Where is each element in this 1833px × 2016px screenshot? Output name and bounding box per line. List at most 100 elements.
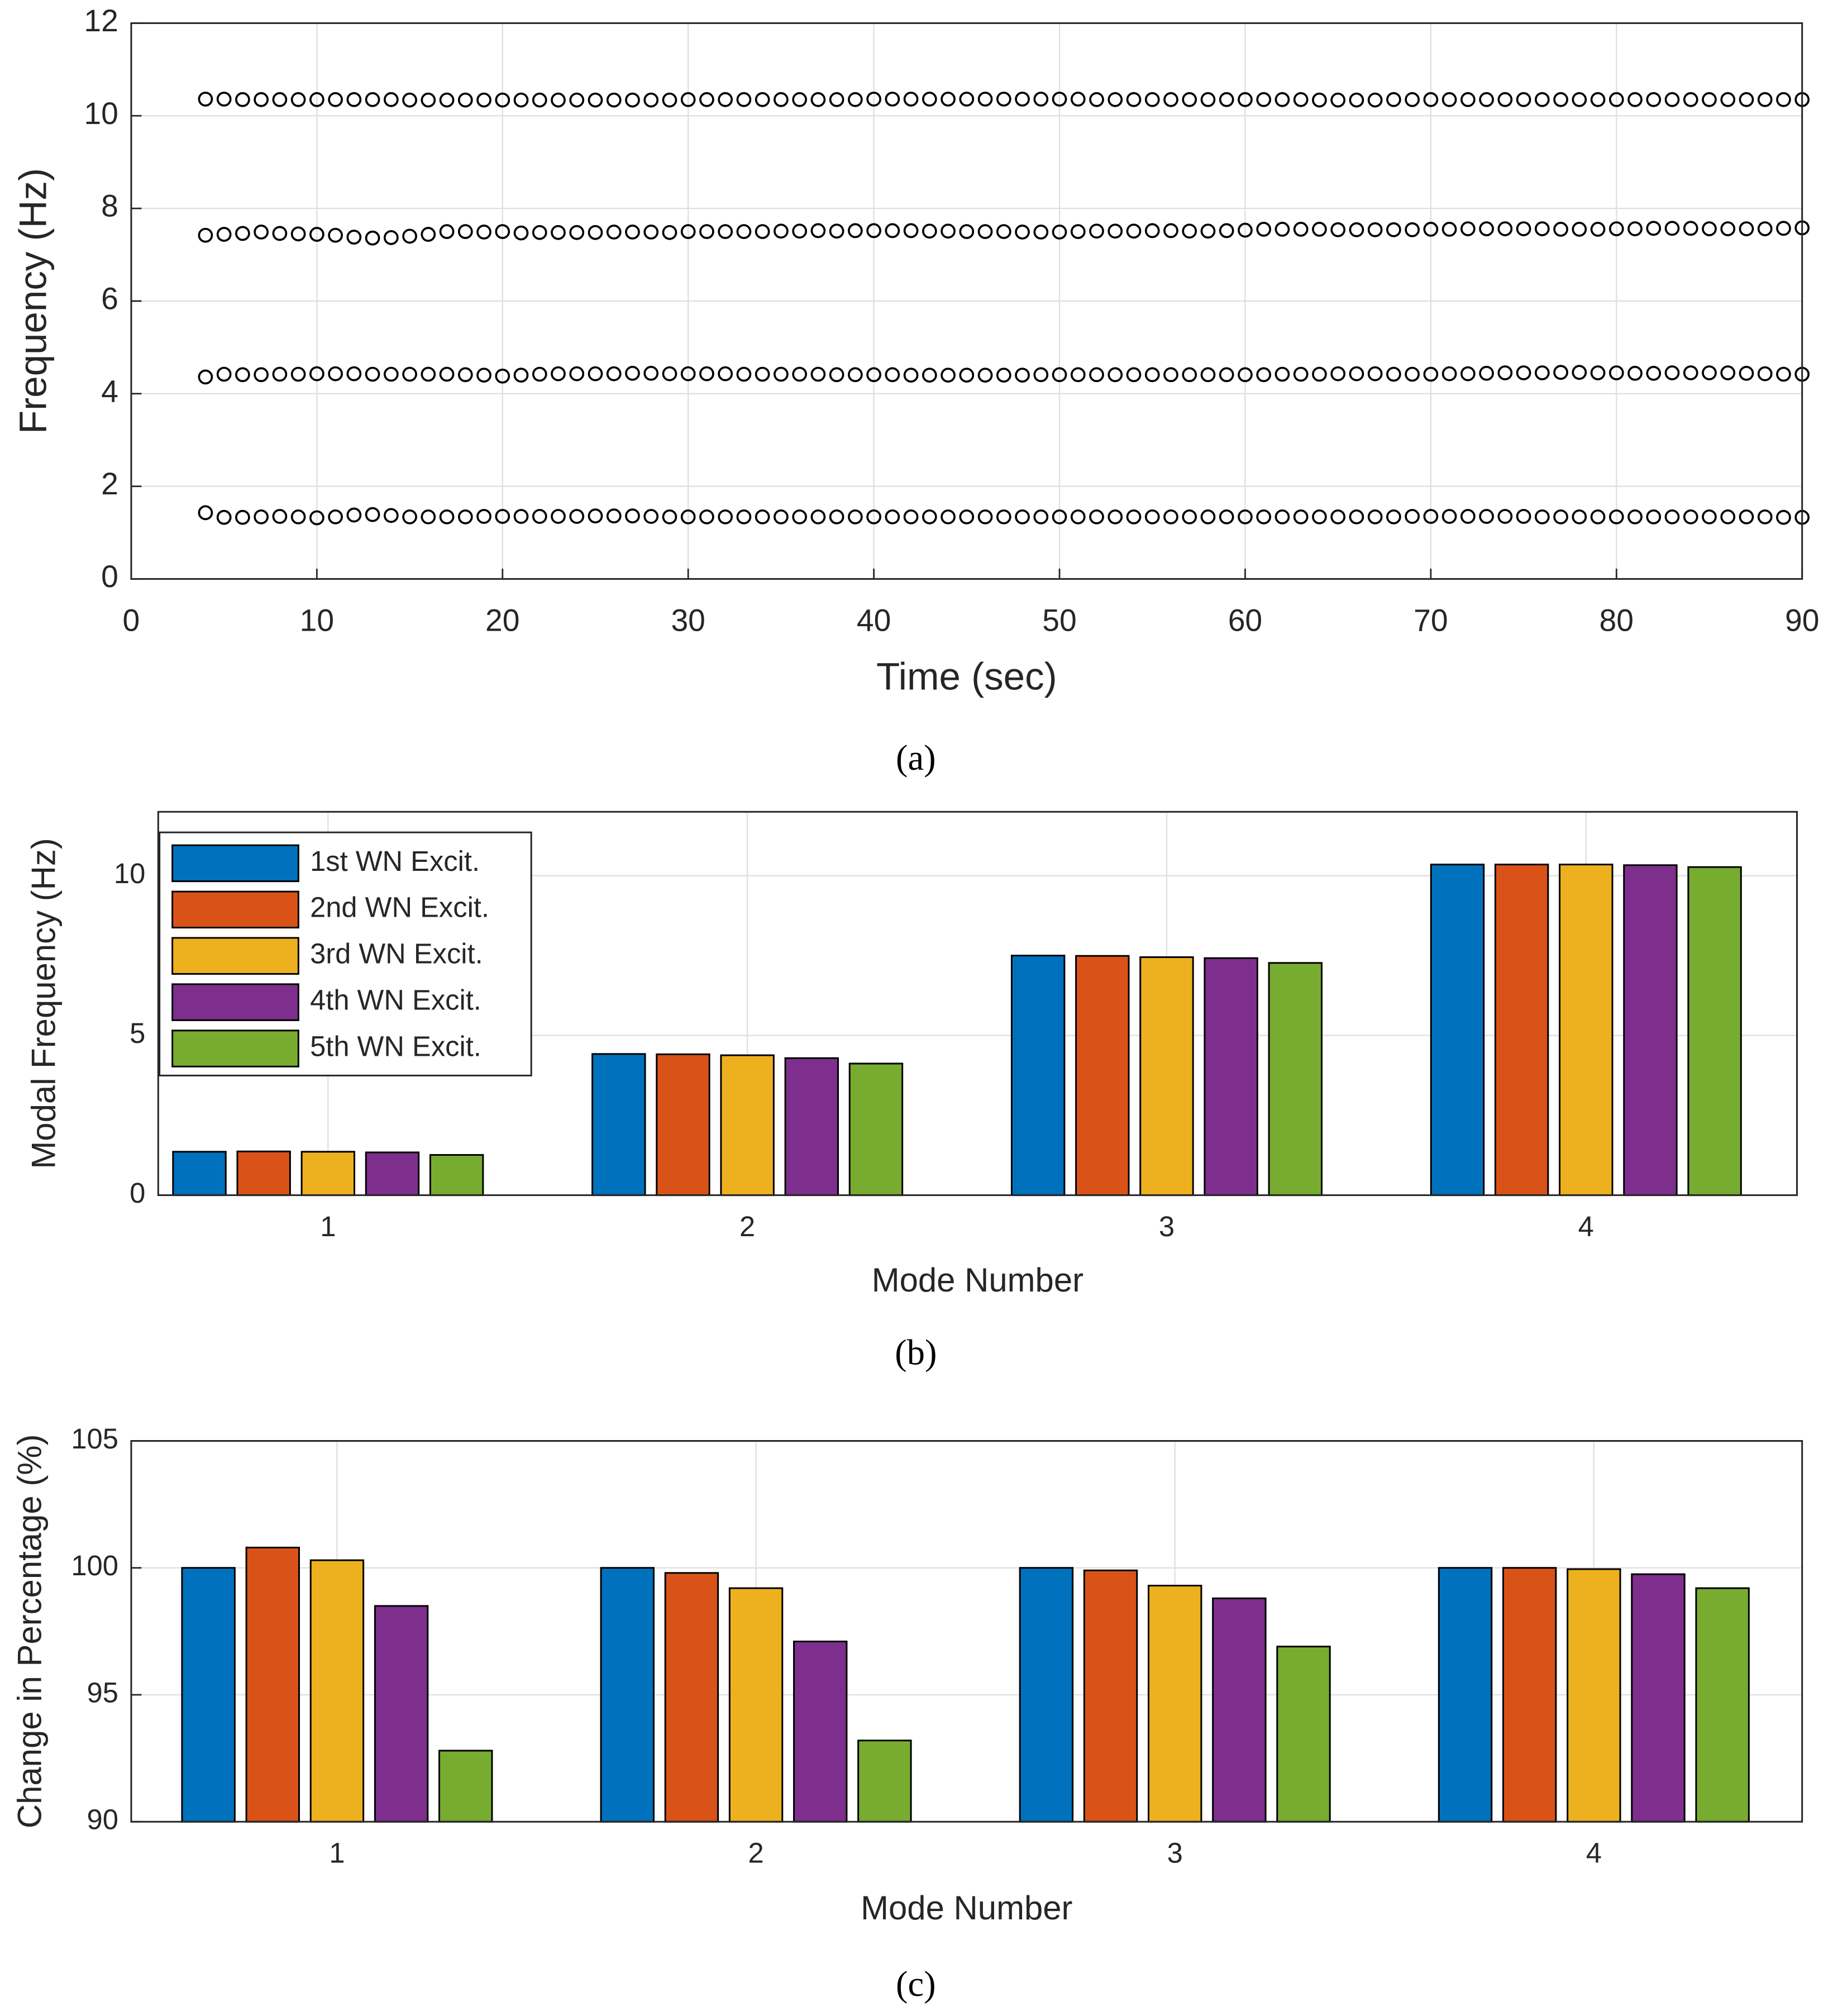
x-tick-label: 40: [857, 603, 891, 637]
bar: [600, 1567, 655, 1823]
data-point: [328, 92, 343, 107]
data-point: [1590, 222, 1606, 237]
data-point: [309, 366, 324, 382]
bar: [1494, 864, 1549, 1197]
data-point: [365, 230, 380, 246]
data-point: [1256, 367, 1272, 383]
bar: [374, 1605, 429, 1823]
bar: [309, 1559, 365, 1823]
bar: [656, 1053, 710, 1197]
data-point: [792, 223, 808, 239]
data-point: [792, 366, 808, 382]
data-point: [1219, 509, 1234, 525]
data-point: [885, 509, 900, 525]
data-point: [551, 225, 566, 240]
data-point: [1702, 92, 1717, 107]
data-point: [328, 366, 343, 382]
data-point: [718, 509, 733, 525]
data-point: [1144, 509, 1160, 525]
data-point: [1460, 366, 1476, 382]
chart: 0 2 4 6 8 10 12 0 10 20 30 40 50 60 70 80 90 Time (sec) Fr…: [11, 3, 1820, 778]
data-point: [1386, 509, 1401, 525]
data-point: [1144, 223, 1160, 239]
data-point: [1349, 222, 1364, 237]
bar: [236, 1150, 291, 1197]
data-point: [1144, 92, 1160, 107]
bar: [429, 1154, 484, 1197]
data-point: [1646, 221, 1662, 236]
data-point: [643, 509, 659, 524]
data-point: [1200, 509, 1216, 525]
data-point: [421, 509, 436, 525]
data-point: [1702, 509, 1717, 525]
data-point: [513, 509, 529, 524]
data-point: [1702, 365, 1717, 380]
bar: [172, 1151, 227, 1197]
data-point: [1015, 509, 1030, 525]
data-point: [1497, 92, 1513, 107]
data-point: [495, 224, 510, 239]
data-point: [736, 224, 752, 239]
data-point: [1460, 221, 1476, 236]
data-point: [1386, 92, 1401, 107]
data-point: [309, 92, 324, 107]
data-point: [1590, 92, 1606, 107]
data-point: [774, 366, 789, 382]
data-point: [551, 366, 566, 382]
data-point: [532, 225, 547, 240]
data-point: [922, 92, 937, 107]
bar: [1147, 1585, 1202, 1823]
data-point: [1238, 92, 1253, 107]
x-tick-label: 90: [1785, 603, 1819, 637]
data-point: [903, 368, 919, 383]
data-point: [235, 226, 250, 241]
y-tick-label: 0: [130, 1177, 145, 1209]
data-point: [829, 509, 844, 525]
data-point: [532, 92, 547, 108]
data-point: [569, 225, 585, 240]
x-tick-label: 3: [1167, 1837, 1183, 1869]
data-point: [1683, 509, 1698, 525]
data-point: [1256, 222, 1272, 237]
data-point: [1089, 223, 1104, 239]
data-point: [1608, 509, 1624, 525]
data-point: [662, 92, 677, 108]
data-point: [1664, 509, 1680, 525]
data-point: [365, 92, 380, 107]
data-point: [346, 230, 362, 245]
data-point: [495, 509, 510, 524]
legend-label: 3rd WN Excit.: [310, 938, 483, 970]
data-point: [1516, 509, 1531, 524]
data-point: [1330, 222, 1346, 237]
data-point: [383, 508, 399, 523]
y-tick-label: 2: [101, 466, 118, 501]
data-point: [1367, 366, 1383, 382]
data-point: [1312, 366, 1327, 382]
data-point: [662, 509, 677, 525]
x-tick-label: 3: [1159, 1210, 1175, 1242]
data-point: [235, 367, 250, 383]
data-point: [1182, 223, 1197, 239]
data-point: [457, 509, 473, 525]
data-point: [235, 509, 250, 525]
data-point: [1330, 509, 1346, 525]
data-point: [216, 92, 232, 107]
x-tick-label: 50: [1042, 603, 1076, 637]
plot-frame: [130, 1440, 1803, 1823]
data-point: [1386, 222, 1401, 237]
data-point: [1033, 509, 1049, 525]
x-tick-label: 4: [1578, 1210, 1594, 1242]
data-point: [1089, 367, 1104, 383]
bar: [720, 1054, 775, 1197]
legend-label: 5th WN Excit.: [310, 1030, 481, 1062]
y-axis-label: Change in Percentage (%): [11, 1434, 48, 1829]
bar: [438, 1750, 493, 1823]
data-point: [1423, 509, 1439, 524]
data-point: [365, 366, 380, 382]
data-point: [718, 92, 733, 107]
bar: [1430, 864, 1485, 1197]
bar: [1204, 957, 1258, 1197]
data-point: [699, 224, 714, 239]
data-point: [1256, 509, 1272, 525]
data-point: [941, 368, 956, 383]
